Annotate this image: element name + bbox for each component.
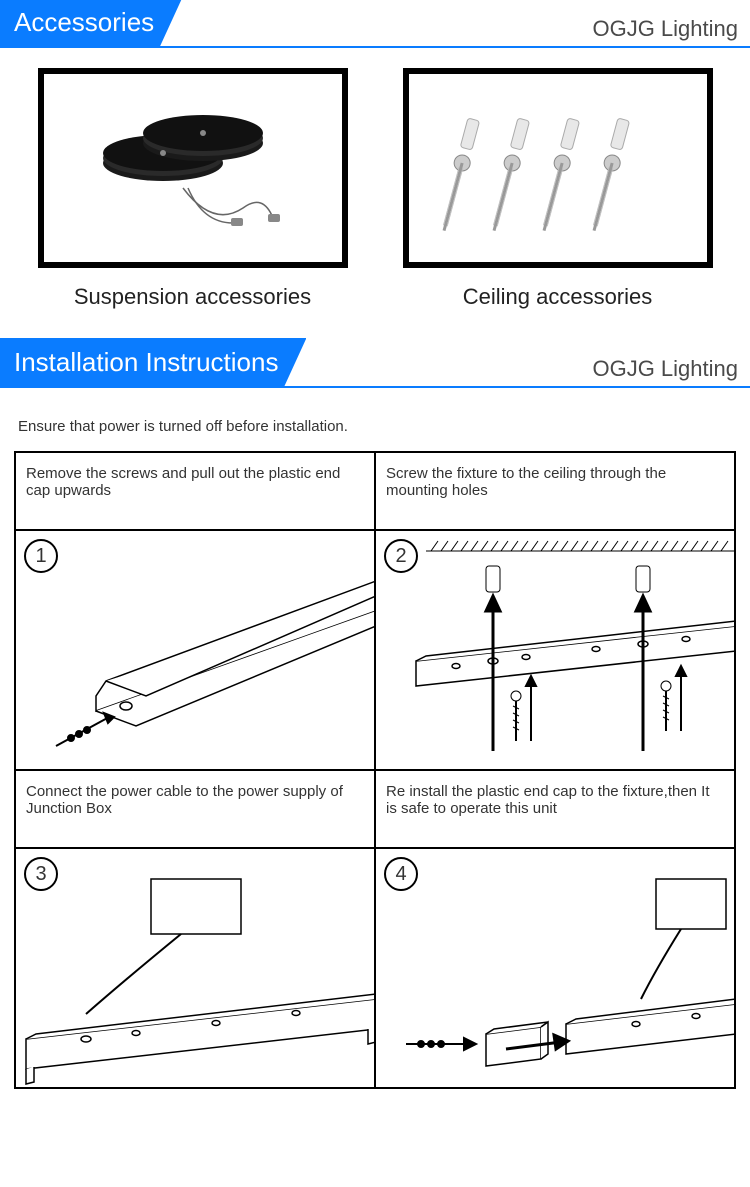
step-3-text: Connect the power cable to the power sup… — [15, 770, 375, 848]
step-4-text: Re install the plastic end cap to the fi… — [375, 770, 735, 848]
step-3-image: 3 — [15, 848, 375, 1088]
accessories-title: Accessories — [0, 0, 182, 46]
ceiling-label: Ceiling accessories — [403, 284, 713, 310]
step-2-diagram — [376, 531, 735, 770]
step-1-num: 1 — [24, 539, 58, 573]
step-4-image: 4 — [375, 848, 735, 1088]
suspension-label: Suspension accessories — [38, 284, 348, 310]
step-1-diagram — [16, 531, 375, 770]
step-2-text: Screw the fixture to the ceiling through… — [375, 452, 735, 530]
suspension-icon — [63, 88, 323, 248]
accessory-item-suspension: Suspension accessories — [38, 68, 348, 310]
step-2-num: 2 — [384, 539, 418, 573]
step-3-num: 3 — [24, 857, 58, 891]
step-1-text: Remove the screws and pull out the plast… — [15, 452, 375, 530]
step-4-diagram — [376, 849, 735, 1088]
accessories-header: Accessories OGJG Lighting — [0, 0, 750, 48]
suspension-image-box — [38, 68, 348, 268]
step-3-diagram — [16, 849, 375, 1088]
ceiling-image-box — [403, 68, 713, 268]
ceiling-icon — [428, 88, 688, 248]
step-2-image: 2 — [375, 530, 735, 770]
accessory-item-ceiling: Ceiling accessories — [403, 68, 713, 310]
step-4-num: 4 — [384, 857, 418, 891]
install-header: Installation Instructions OGJG Lighting — [0, 340, 750, 388]
install-title: Installation Instructions — [0, 338, 306, 386]
steps-grid: Remove the screws and pull out the plast… — [14, 451, 736, 1089]
brand-label-2: OGJG Lighting — [592, 356, 750, 386]
accessories-row: Suspension accessories — [0, 68, 750, 340]
step-1-image: 1 — [15, 530, 375, 770]
brand-label: OGJG Lighting — [592, 16, 750, 46]
install-warning: Ensure that power is turned off before i… — [0, 408, 750, 451]
